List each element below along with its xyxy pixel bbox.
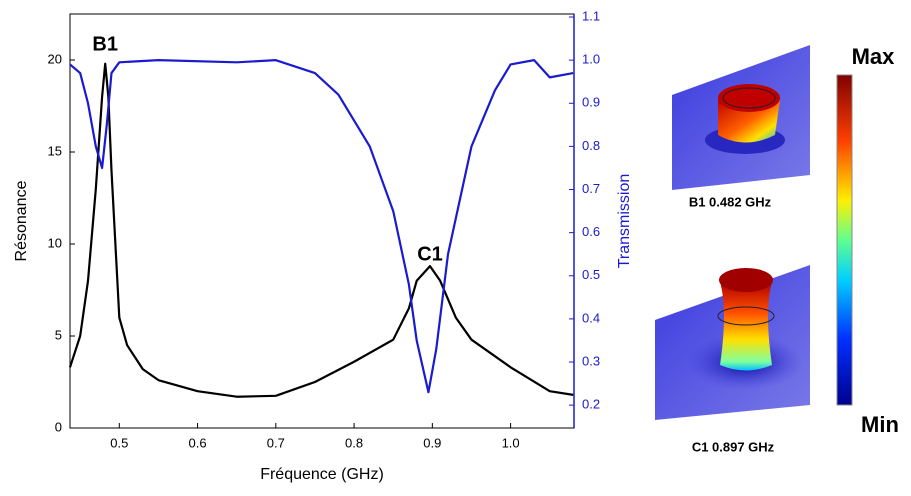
x-tick-label: 0.6 [189,435,207,450]
annotation: B1 [92,34,118,56]
y2-tick-label: 0.5 [582,267,600,282]
colorbar [836,74,853,406]
y-tick-label: 15 [48,143,62,158]
annotation: C1 [417,243,443,265]
x-tick-label: 0.7 [267,435,285,450]
y-tick-label: 0 [55,419,62,434]
x-tick-label: 0.5 [110,435,128,450]
y2-tick-label: 1.1 [582,8,600,23]
x-tick-label: 0.8 [345,435,363,450]
panel-caption: B1 0.482 GHz [689,194,772,209]
colorbar-max: Max [852,44,896,69]
y2-tick-label: 0.4 [582,310,600,325]
y2-axis-label: Transmission [616,174,633,269]
y2-tick-label: 0.9 [582,95,600,110]
panel-b1-image [672,45,810,190]
colorbar-min: Min [861,412,899,437]
y-tick-label: 10 [48,235,62,250]
y-axis-label: Résonance [13,180,30,261]
y2-tick-label: 1.0 [582,52,600,67]
plot-frame [69,13,575,429]
y2-tick-label: 0.3 [582,353,600,368]
y2-tick-label: 0.8 [582,138,600,153]
y2-tick-label: 0.7 [582,181,600,196]
x-tick-label: 0.9 [423,435,441,450]
panel-caption: C1 0.897 GHz [692,439,775,454]
y-tick-label: 20 [48,51,62,66]
panel-c1-image [655,265,810,420]
y2-tick-label: 0.6 [582,224,600,239]
y-tick-label: 5 [55,327,62,342]
series-line [69,59,574,394]
x-axis-label: Fréquence (GHz) [260,466,384,483]
x-tick-label: 1.0 [502,435,520,450]
series-line [68,62,574,398]
y2-tick-label: 0.2 [582,397,600,412]
